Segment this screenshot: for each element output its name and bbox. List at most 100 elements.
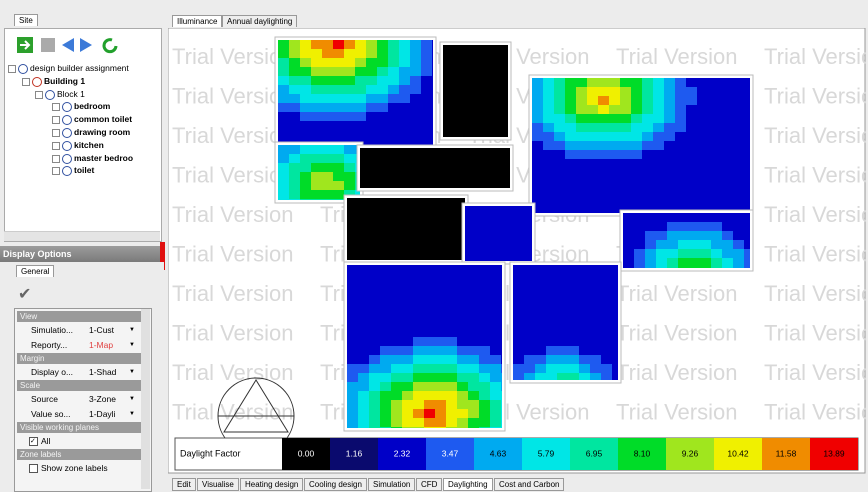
- heat-cell: [369, 252, 380, 260]
- heat-cell: [421, 130, 432, 139]
- refresh-button[interactable]: [104, 40, 116, 52]
- delete-button[interactable]: [41, 38, 55, 52]
- apply-check[interactable]: ✔: [18, 284, 31, 304]
- bottom-tab[interactable]: Heating design: [240, 478, 303, 491]
- bottom-tab[interactable]: Edit: [172, 478, 196, 491]
- heat-cell: [697, 141, 708, 150]
- tree-expander[interactable]: [52, 155, 60, 163]
- bottom-tab[interactable]: Cost and Carbon: [494, 478, 564, 491]
- dropdown-arrow[interactable]: ▼: [129, 365, 135, 379]
- back-button[interactable]: [62, 38, 74, 52]
- heat-cell: [300, 145, 311, 154]
- heat-cell: [689, 222, 700, 231]
- heat-cell: [576, 105, 587, 114]
- tree-label[interactable]: Block 1: [57, 89, 85, 99]
- heat-cell: [598, 105, 609, 114]
- dropdown-arrow[interactable]: ▼: [129, 392, 135, 406]
- dropdown-arrow[interactable]: ▼: [129, 338, 135, 352]
- heat-cell: [347, 391, 358, 400]
- property-row[interactable]: Display o...1-Shad▼: [17, 365, 148, 379]
- heat-cell: [642, 177, 653, 186]
- view-tab[interactable]: Annual daylighting: [222, 15, 297, 27]
- heat-cell: [590, 355, 601, 364]
- property-row[interactable]: Value so...1-Dayli▼: [17, 407, 148, 421]
- heat-cell: [490, 301, 501, 310]
- heat-cell: [404, 175, 415, 184]
- heat-cell: [333, 145, 344, 154]
- dropdown-arrow[interactable]: ▼: [129, 407, 135, 421]
- heat-cell: [393, 184, 404, 188]
- heat-cell: [454, 90, 465, 99]
- heat-cell: [498, 54, 508, 63]
- general-tab[interactable]: General: [16, 265, 54, 277]
- heat-cell: [446, 207, 457, 216]
- heat-cell: [476, 99, 487, 108]
- heat-cell: [503, 148, 510, 157]
- heat-cell: [465, 242, 476, 251]
- heat-cell: [719, 168, 730, 177]
- dropdown-arrow[interactable]: ▼: [129, 323, 135, 337]
- tree-label[interactable]: drawing room: [74, 127, 130, 137]
- heat-cell: [587, 141, 598, 150]
- forward-button[interactable]: [80, 38, 92, 52]
- tree-label[interactable]: bedroom: [74, 101, 110, 111]
- heat-cell: [598, 78, 609, 87]
- tree-expander[interactable]: [52, 167, 60, 175]
- heat-cell: [446, 252, 457, 260]
- bottom-tab[interactable]: Visualise: [197, 478, 239, 491]
- heat-cell: [402, 427, 413, 428]
- tree-label[interactable]: Building 1: [44, 76, 85, 86]
- tree-label[interactable]: common toilet: [74, 114, 132, 124]
- tree-expander[interactable]: [8, 65, 16, 73]
- property-row[interactable]: ✓All: [17, 434, 148, 448]
- heat-cell: [598, 87, 609, 96]
- heat-cell: [554, 132, 565, 141]
- heat-cell: [531, 233, 532, 242]
- tree-expander[interactable]: [52, 103, 60, 111]
- tree-expander[interactable]: [35, 91, 43, 99]
- tree-expander[interactable]: [52, 129, 60, 137]
- checkbox[interactable]: [29, 464, 38, 473]
- heat-cell: [437, 148, 448, 157]
- tree-label[interactable]: design builder assignment: [30, 63, 129, 73]
- property-row[interactable]: Reporty...1-Map▼: [17, 338, 148, 352]
- heat-cell: [424, 292, 435, 301]
- bottom-tab[interactable]: Daylighting: [443, 478, 493, 491]
- heat-cell: [344, 76, 355, 85]
- tree-label[interactable]: kitchen: [74, 140, 104, 150]
- heat-cell: [424, 337, 435, 346]
- heat-cell: [490, 373, 501, 382]
- heat-cell: [513, 373, 524, 380]
- bottom-tab[interactable]: Cooling design: [304, 478, 367, 491]
- heat-cell: [487, 99, 498, 108]
- bottom-tab[interactable]: CFD: [416, 478, 442, 491]
- heat-cell: [278, 58, 289, 67]
- heat-cell: [402, 274, 413, 283]
- heat-cell: [568, 301, 579, 310]
- heat-cell: [708, 105, 719, 114]
- property-row[interactable]: Show zone labels: [17, 461, 148, 475]
- tree-expander[interactable]: [52, 116, 60, 124]
- heat-cell: [322, 121, 333, 130]
- tree-expander[interactable]: [22, 78, 30, 86]
- heat-cell: [503, 184, 510, 188]
- bottom-tab[interactable]: Simulation: [368, 478, 415, 491]
- checkbox[interactable]: ✓: [29, 437, 38, 446]
- property-row[interactable]: Simulatio...1-Cust▼: [17, 323, 148, 337]
- heat-cell: [568, 346, 579, 355]
- heat-cell: [300, 67, 311, 76]
- view-tab[interactable]: Illuminance: [172, 15, 222, 27]
- heat-cell: [509, 224, 520, 233]
- heat-cell: [532, 132, 543, 141]
- heat-cell: [413, 328, 424, 337]
- section-header: Scale: [17, 380, 148, 391]
- heat-cell: [579, 265, 590, 274]
- tree-label[interactable]: master bedroo: [74, 153, 133, 163]
- heat-cell: [322, 103, 333, 112]
- tree-label[interactable]: toilet: [74, 165, 94, 175]
- site-tab[interactable]: Site: [14, 14, 38, 26]
- tree-expander[interactable]: [52, 142, 60, 150]
- heat-cell: [358, 409, 369, 418]
- watermark: Trial Version: [616, 360, 737, 385]
